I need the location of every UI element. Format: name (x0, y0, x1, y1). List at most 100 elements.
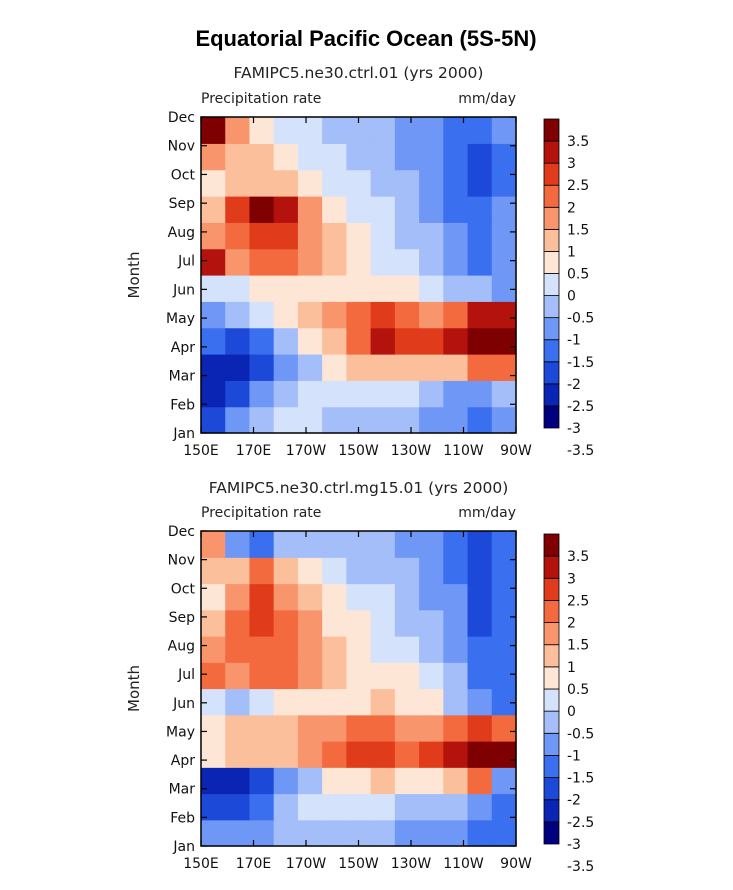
heatmap-cell (467, 557, 493, 585)
heatmap-cell (394, 583, 420, 611)
heatmap-cell (491, 143, 517, 171)
heatmap-cell (370, 557, 396, 585)
heatmap-cell (467, 767, 493, 795)
heatmap-cell (322, 793, 347, 821)
heatmap-cell (346, 301, 372, 329)
heatmap-cell (297, 354, 323, 381)
heatmap-cell (201, 406, 226, 434)
x-tick-label: 150E (183, 443, 219, 459)
heatmap-cell (322, 117, 347, 144)
heatmap-cell (443, 196, 469, 223)
heatmap-cell (346, 275, 372, 302)
colorbar: 3.5 3 2.5 2 1.5 1 0.5 0 -0.5 -1 -1.5 -2 -2.5 -3 -3.5 (543, 118, 594, 459)
heatmap-cell (273, 117, 299, 144)
heatmap-cell (249, 557, 275, 585)
x-tick-label: 170E (236, 856, 272, 872)
heatmap-cell (273, 143, 299, 171)
heatmap-cell (370, 609, 396, 637)
heatmap-cell (201, 248, 226, 276)
heatmap-cell (419, 688, 444, 716)
heatmap-cell (491, 741, 517, 768)
panel-title: FAMIPC5.ne30.ctrl.01 (yrs 2000) (234, 64, 484, 82)
colorbar-box (543, 600, 560, 623)
heatmap-cell (201, 531, 226, 558)
heatmap-cell (491, 117, 517, 144)
heatmap-cell (225, 741, 251, 768)
heatmap-cell (273, 169, 299, 197)
heatmap-cell (322, 688, 347, 716)
heatmap-cell (394, 714, 420, 742)
colorbar-label: 3 (567, 571, 576, 587)
heatmap-cell (273, 196, 299, 223)
heatmap-cell (467, 793, 493, 821)
heatmap-cell (394, 169, 420, 197)
heatmap-cell (297, 406, 323, 434)
colorbar-label: 0 (567, 289, 576, 305)
heatmap-cell (225, 117, 251, 144)
heatmap-cell (225, 248, 251, 276)
heatmap-cell (297, 169, 323, 197)
heatmap-cell (273, 636, 299, 663)
y-tick-label: Nov (168, 553, 195, 569)
heatmap-cell (273, 275, 299, 302)
colorbar-box (543, 206, 560, 230)
colorbar-label: -1.5 (567, 771, 594, 787)
heatmap-cell (297, 793, 323, 821)
heatmap-cell (225, 222, 251, 250)
heatmap-cell (273, 557, 299, 585)
heatmap-cell (201, 819, 226, 847)
heatmap-cell (394, 327, 420, 355)
heatmap-cell (419, 301, 444, 329)
heatmap-cell (467, 327, 493, 355)
heatmap-cell (370, 143, 396, 171)
heatmap-cell (201, 714, 226, 742)
heatmap-cell (443, 688, 469, 716)
x-tick-label: 150W (338, 856, 379, 872)
heatmap-cell (346, 327, 372, 355)
heatmap-cell (394, 557, 420, 585)
colorbar-label: 1.5 (567, 638, 589, 654)
heatmap-cell (443, 275, 469, 302)
heatmap-cell (297, 609, 323, 637)
heatmap-cell (443, 793, 469, 821)
heatmap-cell (322, 143, 347, 171)
colorbar-box (543, 666, 560, 690)
colorbar-box (543, 555, 560, 579)
heatmap-cell (322, 636, 347, 663)
heatmap-cell (249, 248, 275, 276)
colorbar-label: 0 (567, 704, 576, 720)
colorbar-box (543, 688, 560, 712)
heatmap-cell (370, 380, 396, 408)
y-tick-label: Apr (171, 753, 195, 769)
heatmap-cell (249, 380, 275, 408)
heatmap-cell (443, 767, 469, 795)
heatmap-cell (491, 714, 517, 742)
colorbar-box (543, 821, 560, 845)
heatmap-cell (225, 143, 251, 171)
y-tick-label: May (166, 724, 195, 740)
heatmap-cell (249, 583, 275, 611)
heatmap-cell (443, 143, 469, 171)
heatmap-cell (419, 583, 444, 611)
heatmap-cell (370, 714, 396, 742)
colorbar-label: 1 (567, 660, 576, 676)
heatmap-cell (273, 688, 299, 716)
heatmap-cell (394, 406, 420, 434)
heatmap-cell (346, 662, 372, 690)
heatmap-cell (346, 583, 372, 611)
colorbar-label: -0.5 (567, 311, 594, 327)
heatmap-cell (394, 248, 420, 276)
y-tick-label: Feb (170, 397, 195, 413)
colorbar-label: -2.5 (567, 399, 594, 415)
heatmap-cell (419, 143, 444, 171)
heatmap-cell (467, 143, 493, 171)
heatmap-cell (419, 714, 444, 742)
heatmap-cell (443, 169, 469, 197)
heatmap-cell (322, 248, 347, 276)
heatmap-cell (201, 557, 226, 585)
heatmap-cell (370, 662, 396, 690)
heatmap-cell (322, 406, 347, 434)
heatmap-cell (322, 380, 347, 408)
heatmap-cell (491, 380, 517, 408)
y-tick-label: Jun (172, 282, 195, 298)
